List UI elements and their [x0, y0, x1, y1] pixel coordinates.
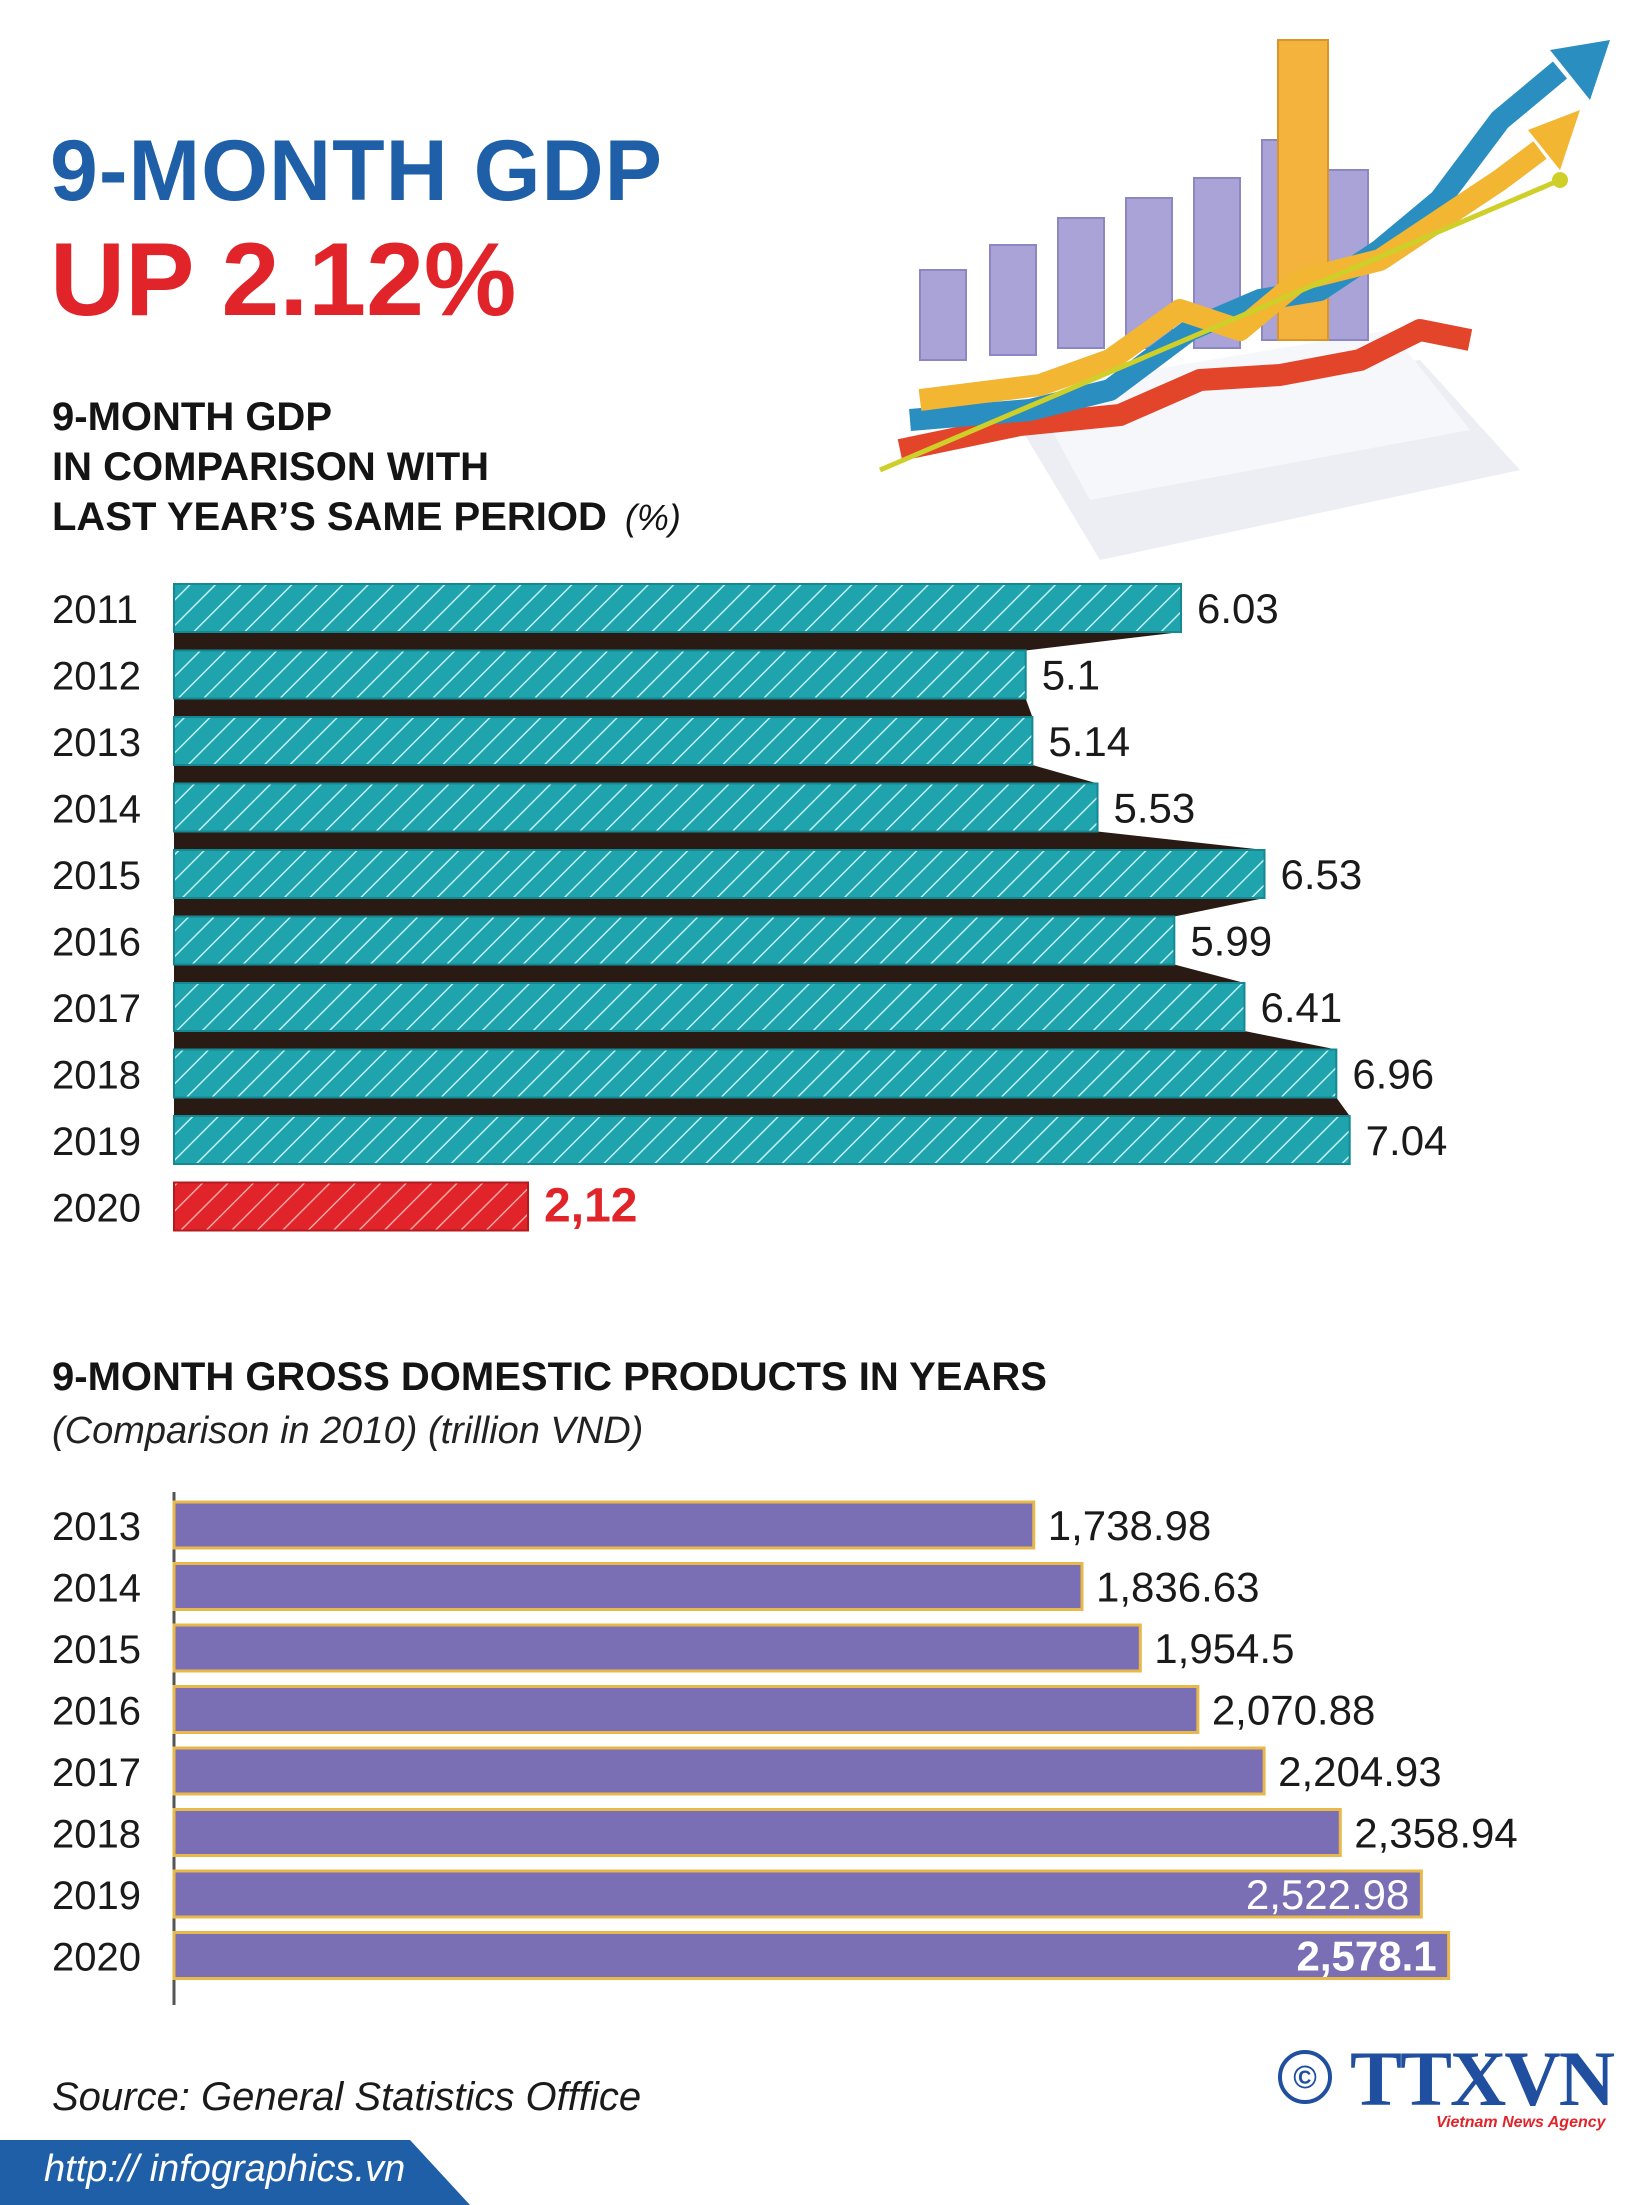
bar: [172, 1746, 1266, 1796]
year-label: 2016: [52, 1690, 141, 1734]
bar: [173, 982, 1246, 1032]
year-label: 2017: [52, 987, 141, 1031]
bar: [172, 1808, 1342, 1857]
bar: [173, 849, 1266, 899]
bar: [172, 1500, 1036, 1550]
logo-subtitle: Vietnam News Agency: [1436, 2114, 1606, 2131]
value-label: 2,204.93: [1278, 1748, 1442, 1795]
bar-shadow: [174, 1097, 1350, 1116]
growth-chart-illustration-icon: [879, 39, 1610, 560]
value-label: 5.1: [1042, 652, 1100, 699]
year-label: 2020: [52, 1936, 141, 1980]
value-label: 2,358.94: [1354, 1810, 1518, 1857]
bar: [173, 583, 1183, 633]
bar-shadow: [174, 698, 1033, 717]
bar-shadow: [174, 831, 1265, 850]
section1-heading: 9-MONTH GDP IN COMPARISON WITH LAST YEAR…: [52, 392, 952, 542]
bar: [173, 716, 1034, 766]
main-title-line2: UP 2.12%: [50, 222, 517, 338]
main-title-line1: 9-MONTH GDP: [50, 123, 663, 219]
value-label: 5.53: [1114, 785, 1196, 832]
url-banner: [0, 2140, 470, 2205]
year-label: 2020: [52, 1187, 141, 1231]
year-label: 2018: [52, 1813, 141, 1857]
bar: [172, 1931, 1451, 1980]
section1-heading-line1: 9-MONTH GDP: [52, 395, 332, 439]
bar: [173, 1181, 530, 1232]
bar: [172, 1869, 1423, 1919]
value-label: 1,738.98: [1048, 1502, 1212, 1549]
value-label: 5.99: [1190, 918, 1272, 965]
year-label: 2011: [52, 588, 138, 632]
value-label: 2,578.1: [1296, 1933, 1436, 1980]
bar: [173, 915, 1176, 966]
bar-shadow: [174, 964, 1245, 983]
value-label: 2,070.88: [1212, 1687, 1376, 1734]
year-label: 2016: [52, 921, 141, 965]
value-label: 7.04: [1366, 1117, 1448, 1164]
section1-unit: (%): [624, 497, 681, 538]
value-label: 6.41: [1260, 984, 1342, 1031]
ttxvn-logo: TTXVN: [1350, 2035, 1615, 2122]
bar: [172, 1685, 1200, 1734]
year-label: 2018: [52, 1054, 141, 1098]
bar: [173, 1048, 1338, 1099]
value-label: 6.53: [1281, 851, 1363, 898]
year-label: 2014: [52, 1567, 141, 1611]
bar-shadow: [174, 898, 1265, 917]
value-label: 6.96: [1352, 1051, 1434, 1098]
website-link[interactable]: http:// infographics.vn: [44, 2148, 406, 2190]
bar: [173, 649, 1027, 700]
value-label: 2,12: [544, 1180, 637, 1233]
copyright-icon: ©: [1278, 2050, 1332, 2104]
year-label: 2015: [52, 854, 141, 898]
bar: [173, 782, 1099, 833]
year-label: 2012: [52, 655, 141, 699]
bar: [173, 1115, 1351, 1165]
value-label: 5.14: [1048, 718, 1130, 765]
year-label: 2017: [52, 1751, 141, 1795]
year-label: 2014: [52, 788, 141, 832]
year-label: 2019: [52, 1120, 141, 1164]
value-label: 1,836.63: [1096, 1564, 1260, 1611]
section1-heading-line3: LAST YEAR’S SAME PERIOD (%): [52, 492, 952, 542]
gdp-growth-bar-chart: 2011 2012 2013 2014 2015 2016 2017 2018 2019 2020…: [52, 583, 1448, 1233]
year-label: 2013: [52, 721, 141, 765]
bar-shadow: [174, 1031, 1337, 1050]
bar: [172, 1562, 1084, 1611]
gdp-total-bar-chart: 2013 2014 2015 2016 2017 2018 2019 2020 1,738.9…: [52, 1492, 1518, 2005]
section1-heading-line2: IN COMPARISON WITH: [52, 445, 490, 489]
year-label: 2019: [52, 1874, 141, 1918]
year-label: 2013: [52, 1505, 141, 1549]
bar: [172, 1623, 1142, 1673]
bar-shadow: [174, 632, 1182, 651]
value-label: 1,954.5: [1154, 1625, 1294, 1672]
value-label: 6.03: [1197, 585, 1279, 632]
value-label: 2,522.98: [1246, 1871, 1410, 1918]
source-note: Source: General Statistics Offfice: [52, 2075, 642, 2119]
section2-note: (Comparison in 2010) (trillion VND): [52, 1410, 644, 1452]
section1-heading-text: LAST YEAR’S SAME PERIOD: [52, 495, 607, 539]
bar-shadow: [174, 765, 1098, 784]
section2-heading: 9-MONTH GROSS DOMESTIC PRODUCTS IN YEARS: [52, 1355, 1047, 1399]
year-label: 2015: [52, 1628, 141, 1672]
